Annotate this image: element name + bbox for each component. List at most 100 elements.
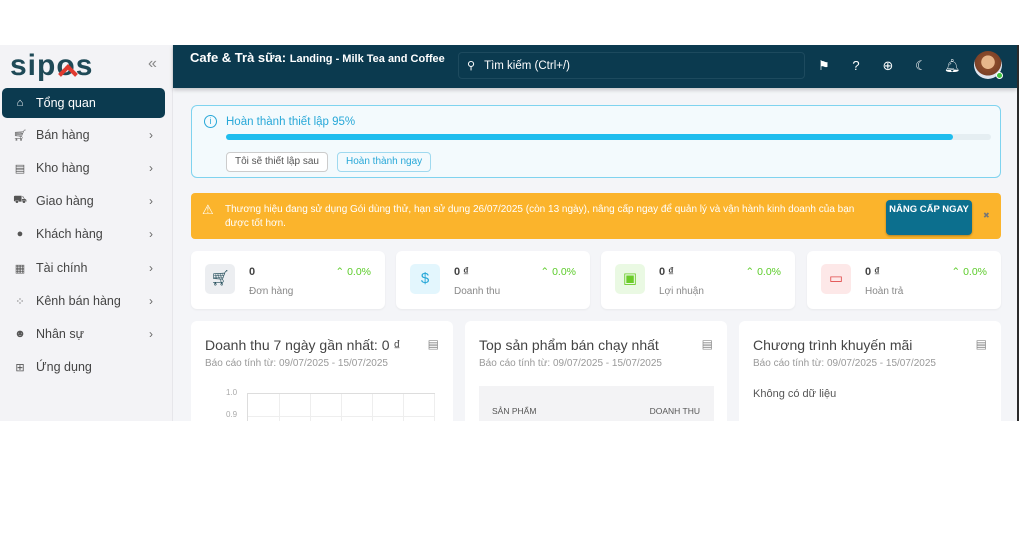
warning-text: Thương hiệu đang sử dụng Gói dùng thử, h…	[225, 204, 855, 229]
sidebar-item-label: Khách hàng	[36, 227, 103, 241]
globe-icon[interactable]: ⊕	[882, 58, 894, 73]
search-placeholder: Tìm kiếm (Ctrl+/)	[484, 59, 570, 72]
column-product: SẢN PHẨM	[492, 406, 537, 416]
report-search-icon[interactable]: ▤	[701, 337, 713, 351]
stat-change-value: 0.0%	[757, 266, 781, 278]
stat-card-revenue: $0 ₫ Doanh thu ⌃ 0.0%	[396, 251, 590, 309]
card-title: Chương trình khuyến mãi	[753, 337, 913, 353]
close-icon[interactable]: ✖	[983, 211, 990, 220]
report-search-icon[interactable]: ▤	[427, 337, 439, 351]
setup-finish-button[interactable]: Hoàn thành ngay	[337, 152, 432, 172]
page-title: Cafe & Trà sữa: Landing - Milk Tea and C…	[190, 47, 450, 70]
chevron-right-icon: ›	[149, 327, 153, 341]
card-title: Top sản phẩm bán chạy nhất	[479, 337, 659, 353]
online-status-dot	[996, 72, 1003, 79]
chevron-right-icon: ›	[149, 294, 153, 308]
sidebar-item-label: Bán hàng	[36, 128, 90, 142]
sidebar-item-tong-quan[interactable]: ⌂ Tổng quan	[2, 88, 165, 118]
stat-value: 0 ₫	[865, 266, 880, 278]
sidebar-item-label: Nhân sự	[36, 327, 84, 341]
sidebar-item-khach-hang[interactable]: ● Khách hàng ›	[2, 219, 165, 249]
stat-change: ⌃ 0.0%	[335, 266, 371, 278]
home-icon: ⌂	[16, 97, 24, 109]
sidebar-item-label: Ứng dụng	[36, 360, 92, 374]
cart-icon: 🛒︎	[205, 264, 235, 294]
avatar[interactable]	[974, 51, 1003, 79]
card-subtitle: Báo cáo tính từ: 09/07/2025 - 15/07/2025	[753, 358, 936, 369]
stat-card-returns: ▭ 0 ₫ Hoàn trả ⌃ 0.0%	[807, 251, 1001, 309]
setup-later-button[interactable]: Tôi sẽ thiết lập sau	[226, 152, 328, 172]
cart-icon: 🛒︎	[13, 129, 27, 142]
help-icon[interactable]: ?	[852, 58, 860, 73]
info-icon: i	[204, 115, 217, 128]
setup-progress-panel: i Hoàn thành thiết lập 95% Tôi sẽ thiết …	[191, 105, 1001, 178]
column-revenue: DOANH THU	[649, 406, 700, 416]
sidebar-item-label: Tài chính	[36, 261, 88, 275]
stat-change-value: 0.0%	[552, 266, 576, 278]
promotions-card: Chương trình khuyến mãi ▤ Báo cáo tính t…	[739, 321, 1001, 421]
warning-icon: ⚠	[202, 202, 214, 217]
dollar-icon: $	[410, 264, 440, 294]
chart-grid	[247, 393, 435, 421]
dark-mode-icon[interactable]: ☾	[915, 58, 927, 73]
sidebar: sipos « ⌂ Tổng quan 🛒︎ Bán hàng › ▤ Kho hàng…	[0, 45, 173, 421]
signpost-icon[interactable]: ⚑	[818, 58, 830, 73]
apps-add-icon: ⊞	[15, 361, 25, 374]
bell-icon[interactable]: 🔔︎	[944, 58, 961, 73]
sidebar-item-ung-dung[interactable]: ⊞ Ứng dụng	[2, 352, 165, 382]
stat-label: Hoàn trả	[865, 286, 904, 297]
report-search-icon[interactable]: ▤	[975, 337, 987, 351]
upgrade-now-button[interactable]: NÂNG CẤP NGAY	[886, 200, 972, 235]
stat-value: 0 ₫	[454, 266, 469, 278]
empty-state: Không có dữ liệu	[753, 388, 837, 400]
card-subtitle: Báo cáo tính từ: 09/07/2025 - 15/07/2025	[479, 358, 662, 369]
network-icon: ⁘	[15, 295, 25, 308]
chevron-right-icon: ›	[149, 128, 153, 142]
chevron-right-icon: ›	[149, 261, 153, 275]
progress-fill	[226, 134, 953, 140]
sidebar-item-label: Tổng quan	[36, 96, 96, 110]
card-title: Doanh thu 7 ngày gần nhất: 0 ₫	[205, 337, 401, 353]
card-subtitle: Báo cáo tính từ: 09/07/2025 - 15/07/2025	[205, 358, 388, 369]
truck-icon: ⛟	[13, 194, 27, 206]
stat-value: 0	[249, 266, 256, 278]
sidebar-item-giao-hang[interactable]: ⛟ Giao hàng ›	[2, 186, 165, 216]
chevron-right-icon: ›	[149, 227, 153, 241]
stat-change: ⌃ 0.0%	[745, 266, 781, 278]
trial-warning-banner: ⚠ Thương hiệu đang sử dụng Gói dùng thử,…	[191, 193, 1001, 239]
sidebar-item-label: Kho hàng	[36, 161, 90, 175]
sidebar-item-kenh-ban-hang[interactable]: ⁘ Kênh bán hàng ›	[2, 286, 165, 316]
collapse-sidebar-icon[interactable]: «	[148, 55, 157, 72]
top-bar: Cafe & Trà sữa: Landing - Milk Tea and C…	[173, 45, 1017, 88]
sidebar-item-nhan-su[interactable]: ☻ Nhân sự ›	[2, 319, 165, 349]
chevron-right-icon: ›	[149, 161, 153, 175]
table-header: SẢN PHẨM DOANH THU	[479, 386, 714, 421]
revenue-7days-card: Doanh thu 7 ngày gần nhất: 0 ₫ ▤ Báo cáo…	[191, 321, 453, 421]
chevron-right-icon: ›	[149, 194, 153, 208]
stat-change-value: 0.0%	[347, 266, 371, 278]
sidebar-item-ban-hang[interactable]: 🛒︎ Bán hàng ›	[2, 120, 165, 150]
gift-bag-icon: ▣	[615, 264, 645, 294]
stat-label: Đơn hàng	[249, 286, 294, 297]
store-name: Landing - Milk Tea and Coffee	[289, 53, 445, 65]
calculator-icon: ▦	[14, 262, 26, 275]
stat-change-value: 0.0%	[963, 266, 987, 278]
setup-title: Hoàn thành thiết lập 95%	[226, 116, 356, 128]
app: sipos « ⌂ Tổng quan 🛒︎ Bán hàng › ▤ Kho hàng…	[0, 45, 1019, 421]
sidebar-item-label: Kênh bán hàng	[36, 294, 121, 308]
setup-progress-bar	[226, 134, 991, 140]
y-tick: 1.0	[226, 388, 238, 397]
stat-change: ⌃ 0.0%	[540, 266, 576, 278]
brand-title: Cafe & Trà sữa:	[190, 50, 287, 65]
sidebar-item-tai-chinh[interactable]: ▦ Tài chính ›	[2, 253, 165, 283]
clipboard-icon: ▤	[14, 162, 26, 175]
search-input[interactable]: ⚲ Tìm kiếm (Ctrl+/)	[458, 52, 805, 79]
logo[interactable]: sipos	[10, 49, 94, 82]
stat-card-orders: 🛒︎ 0 Đơn hàng ⌃ 0.0%	[191, 251, 385, 309]
stat-card-profit: ▣ 0 ₫ Lợi nhuận ⌃ 0.0%	[601, 251, 795, 309]
stat-label: Doanh thu	[454, 286, 501, 297]
user-gear-icon: ☻	[14, 328, 26, 340]
search-icon: ⚲	[467, 60, 476, 72]
return-icon: ▭	[821, 264, 851, 294]
sidebar-item-kho-hang[interactable]: ▤ Kho hàng ›	[2, 153, 165, 183]
